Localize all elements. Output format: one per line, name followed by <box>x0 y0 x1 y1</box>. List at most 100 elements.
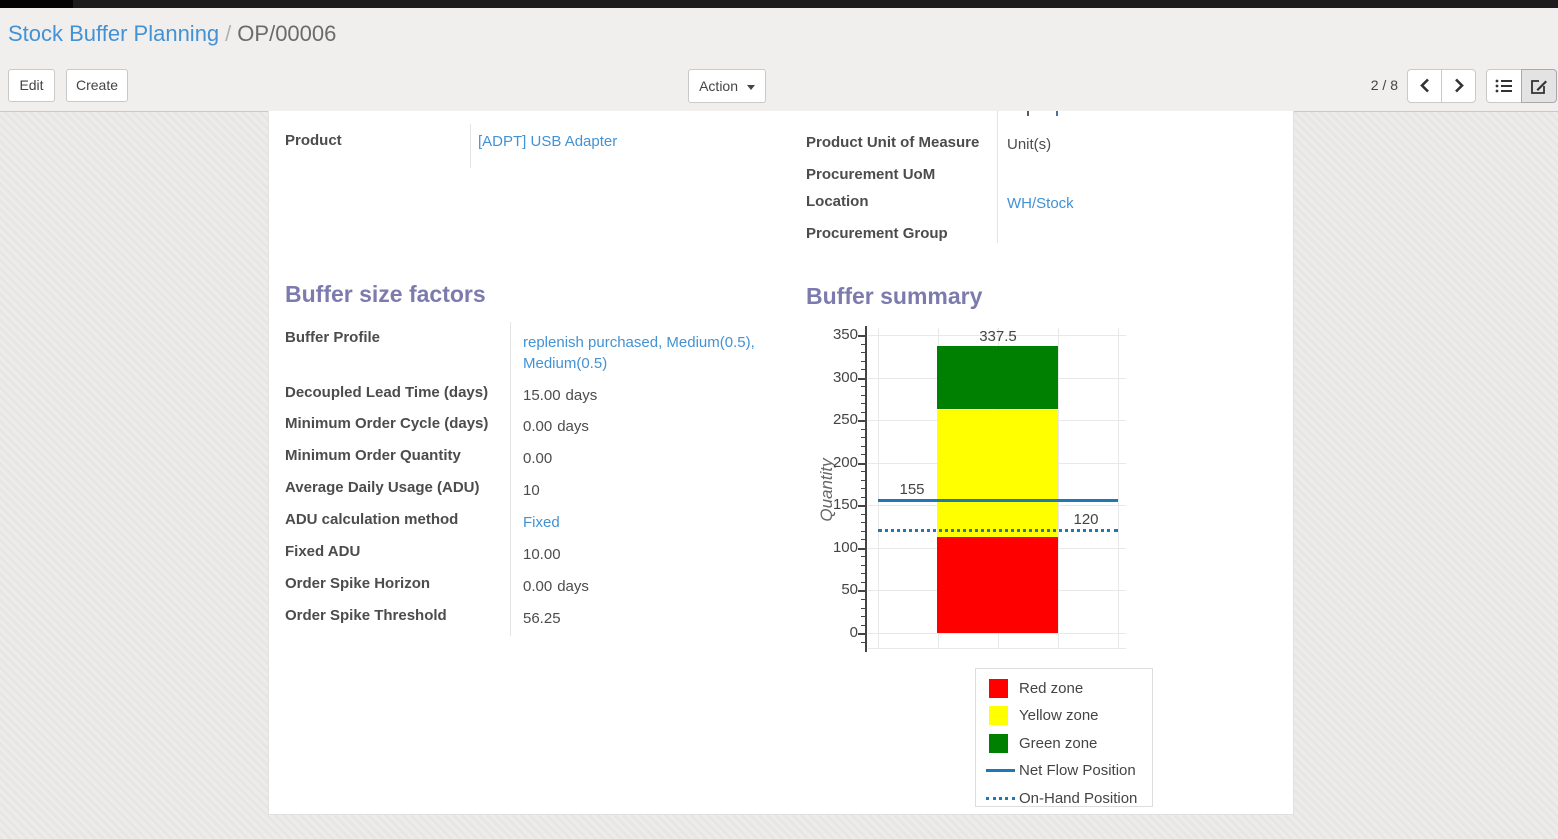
bar-yellow-zone <box>937 409 1058 538</box>
y-tick-label: 300 <box>832 368 858 386</box>
green-zone-swatch <box>989 734 1008 753</box>
top-navbar-strip <box>0 0 1558 8</box>
zone-boundary-label: 337.5 <box>979 327 1017 345</box>
field-label: Order Spike Threshold <box>285 607 447 624</box>
field-label: ADU calculation method <box>285 511 459 528</box>
caret-down-icon <box>746 84 755 90</box>
line-on-hand-position <box>878 528 1118 532</box>
legend-item-yellow-zone[interactable]: Yellow zone <box>976 703 1152 730</box>
y-tick-minor <box>861 513 865 515</box>
y-tick-minor <box>861 428 865 430</box>
list-view-icon <box>1495 79 1512 93</box>
y-tick-minor <box>861 496 865 498</box>
chart-legend: Red zone Yellow zone Green zone Net Flow… <box>975 668 1153 807</box>
y-tick-major <box>858 590 865 593</box>
field-value-product[interactable]: [ADPT] USB Adapter <box>478 133 618 150</box>
y-tick-minor <box>861 564 865 566</box>
y-tick-minor <box>861 530 865 532</box>
y-tick-minor <box>861 624 865 626</box>
dotted-line-swatch <box>986 797 1015 800</box>
y-axis-line <box>865 326 867 652</box>
legend-label: Red zone <box>1019 680 1084 697</box>
field-separator <box>997 111 998 243</box>
y-tick-minor <box>861 522 865 524</box>
gridline-h <box>868 648 1126 649</box>
gridline-h <box>868 633 1126 634</box>
y-tick-minor <box>861 471 865 473</box>
breadcrumb: Stock Buffer Planning / OP/00006 <box>8 21 336 47</box>
y-tick-major <box>858 633 865 635</box>
gridline-h <box>868 335 1126 336</box>
field-separator <box>510 322 511 636</box>
field-value[interactable]: WH/Stock <box>1007 195 1074 212</box>
top-navbar-app-menu <box>0 0 73 8</box>
y-tick-major <box>858 377 865 380</box>
y-tick-minor <box>861 607 865 609</box>
breadcrumb-parent-link[interactable]: Stock Buffer Planning <box>8 21 220 46</box>
y-tick-minor <box>861 394 865 396</box>
y-tick-major <box>858 420 865 423</box>
chevron-left-icon <box>1419 78 1429 93</box>
field-value[interactable]: replenish purchased, Medium(0.5), Medium… <box>523 334 755 372</box>
bar-red-zone <box>937 537 1058 633</box>
action-dropdown-button[interactable]: Action <box>688 69 766 103</box>
y-tick-label: 100 <box>832 538 858 556</box>
edit-button[interactable]: Edit <box>8 69 55 102</box>
field-value: 10.00 <box>523 546 561 563</box>
y-tick-label: 150 <box>832 496 858 514</box>
legend-item-net-flow-position[interactable]: Net Flow Position <box>976 758 1152 785</box>
legend-label: On-Hand Position <box>1019 790 1138 807</box>
y-tick-minor <box>861 454 865 456</box>
breadcrumb-separator: / <box>225 21 232 46</box>
field-label: Minimum Order Quantity <box>285 447 461 464</box>
y-tick-minor <box>861 369 865 371</box>
field-value: Unit(s) <box>1007 136 1052 153</box>
y-tick-major <box>858 335 865 337</box>
section-title-buffer-size-factors: Buffer size factors <box>285 281 486 307</box>
y-tick-minor <box>861 360 865 362</box>
y-tick-minor <box>861 343 865 345</box>
y-tick-minor <box>861 488 865 490</box>
y-tick-minor <box>861 616 865 617</box>
y-tick-major <box>858 505 865 508</box>
form-view-icon <box>1531 80 1547 94</box>
legend-item-green-zone[interactable]: Green zone <box>976 731 1152 758</box>
clipped-text-fragment <box>1027 111 1029 116</box>
field-value: 15.00 days <box>523 387 598 404</box>
y-tick-minor <box>861 539 865 541</box>
line-value-label: 120 <box>1073 510 1099 528</box>
field-label: Location <box>806 193 869 210</box>
field-label: Product Unit of Measure <box>806 134 980 151</box>
pager-next-button[interactable] <box>1441 69 1476 103</box>
view-switcher-list-button[interactable] <box>1486 69 1522 103</box>
field-label: Decoupled Lead Time (days) <box>285 384 489 401</box>
legend-item-on-hand-position[interactable]: On-Hand Position <box>976 786 1152 813</box>
y-tick-major <box>858 547 865 550</box>
y-tick-label: 50 <box>841 581 858 599</box>
section-title-buffer-summary: Buffer summary <box>806 283 983 309</box>
legend-label: Net Flow Position <box>1019 762 1136 779</box>
y-tick-minor <box>861 386 865 388</box>
create-button[interactable]: Create <box>66 69 128 102</box>
pager-previous-button[interactable] <box>1407 69 1442 103</box>
view-switcher-form-button[interactable] <box>1521 69 1557 103</box>
field-label: Buffer Profile <box>285 329 381 346</box>
field-label: Fixed ADU <box>285 543 361 560</box>
control-panel <box>0 8 1558 112</box>
y-tick-minor <box>861 445 865 447</box>
gridline-v <box>1118 328 1119 649</box>
red-zone-swatch <box>989 679 1008 698</box>
legend-item-red-zone[interactable]: Red zone <box>976 676 1152 703</box>
clipped-text-fragment <box>1056 111 1058 116</box>
y-tick-minor <box>861 598 865 600</box>
y-tick-label: 200 <box>832 453 858 471</box>
field-value: 56.25 <box>523 610 561 627</box>
y-tick-minor <box>861 479 865 481</box>
field-value: 0.00 days <box>523 418 589 435</box>
breadcrumb-current: OP/00006 <box>237 21 337 46</box>
y-tick-minor <box>861 352 865 353</box>
field-value[interactable]: Fixed <box>523 514 560 531</box>
solid-line-swatch <box>986 769 1015 772</box>
field-value: 0.00 <box>523 450 553 467</box>
y-tick-label: 0 <box>849 624 858 641</box>
